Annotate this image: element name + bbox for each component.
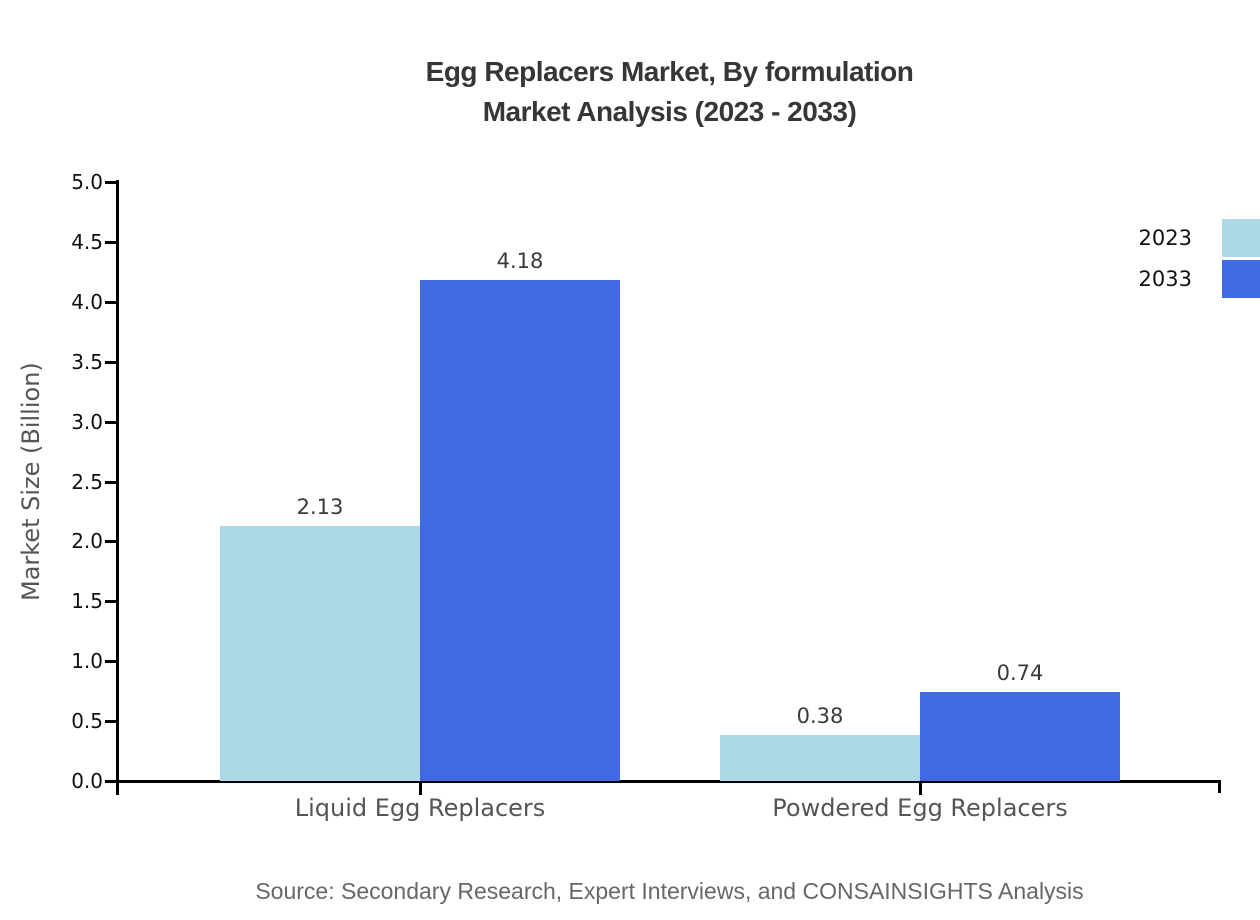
bar-2033-liquid bbox=[420, 280, 620, 781]
chart-title: Egg Replacers Market, By formulation Mar… bbox=[118, 52, 1221, 132]
y-tick-mark bbox=[105, 780, 116, 783]
y-tick-label: 4.5 bbox=[71, 229, 103, 254]
y-tick-mark bbox=[105, 300, 116, 304]
y-tick-mark bbox=[105, 720, 116, 724]
source-note: Source: Secondary Research, Expert Inter… bbox=[255, 878, 1084, 904]
legend-label: 2023 bbox=[1138, 226, 1192, 250]
y-tick-label: 4.0 bbox=[71, 289, 103, 314]
y-axis-line bbox=[116, 180, 119, 795]
bar-2023-powdered bbox=[720, 735, 920, 781]
y-tick-label: 2.5 bbox=[71, 469, 103, 494]
y-tick-label: 5.0 bbox=[71, 170, 103, 194]
x-category-label: Powdered Egg Replacers bbox=[772, 794, 1068, 822]
x-axis-end-tick bbox=[1218, 781, 1221, 793]
bar-value-label: 0.38 bbox=[796, 704, 844, 729]
x-axis-line bbox=[116, 780, 1221, 783]
x-category-label: Liquid Egg Replacers bbox=[294, 794, 546, 822]
y-tick-mark bbox=[105, 240, 116, 244]
y-tick-mark bbox=[105, 480, 116, 484]
y-tick-label: 1.0 bbox=[71, 649, 103, 674]
y-tick-mark bbox=[105, 181, 116, 184]
y-tick-label: 3.0 bbox=[71, 409, 103, 434]
y-tick-label: 0.0 bbox=[71, 769, 103, 793]
legend-item-2033: 2033 bbox=[1139, 260, 1260, 298]
y-tick-mark bbox=[105, 660, 116, 664]
bar-value-label: 0.74 bbox=[996, 661, 1044, 686]
bar-2023-liquid bbox=[220, 525, 420, 781]
y-tick-mark bbox=[105, 600, 116, 604]
legend: 2023 2033 bbox=[1139, 219, 1260, 301]
bar-2033-powdered bbox=[920, 692, 1120, 781]
bar-value-label: 2.13 bbox=[296, 494, 344, 519]
chart-title-line2: Market Analysis (2023 - 2033) bbox=[482, 96, 857, 127]
bar-value-label: 4.18 bbox=[496, 249, 544, 274]
legend-swatch-icon bbox=[1222, 219, 1260, 257]
legend-item-2023: 2023 bbox=[1139, 219, 1260, 257]
y-tick-mark bbox=[105, 420, 116, 424]
chart-title-line1: Egg Replacers Market, By formulation bbox=[425, 56, 914, 87]
y-tick-label: 2.0 bbox=[71, 529, 103, 554]
y-tick-mark bbox=[105, 540, 116, 544]
y-tick-mark bbox=[105, 360, 116, 364]
legend-label: 2033 bbox=[1138, 267, 1192, 291]
y-tick-label: 3.5 bbox=[71, 349, 103, 374]
legend-swatch-icon bbox=[1222, 260, 1260, 298]
x-tick-mark bbox=[419, 783, 422, 795]
x-tick-mark bbox=[919, 783, 922, 795]
y-tick-label: 1.5 bbox=[71, 589, 103, 614]
y-tick-label: 0.5 bbox=[71, 709, 103, 734]
